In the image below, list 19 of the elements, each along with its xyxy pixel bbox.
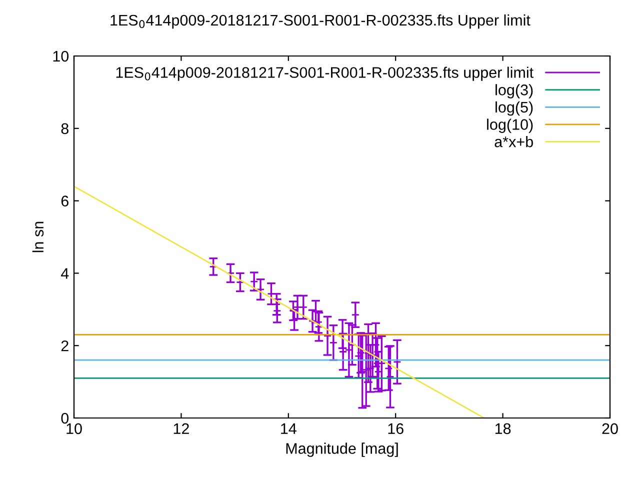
y-axis-title: ln sn [32, 222, 44, 252]
x-tick-label: 16 [388, 423, 404, 434]
y-tick-label: 10 [53, 50, 69, 62]
legend-label: 1ES$_{0}$414p009-20181217-S001-R001-R-002335.fts upper limit [116, 66, 534, 81]
y-tick-label: 6 [61, 196, 68, 206]
chart-title: 1ES$_{0}$414p009-20181217-S001-R001-R-002335.fts Upper limit [110, 14, 530, 29]
y-tick-label: 4 [60, 268, 69, 279]
legend-label: log(10) [487, 118, 533, 133]
x-tick-label: 20 [602, 423, 618, 434]
legend-label: log(5) [496, 101, 533, 116]
y-tick-label: 2 [61, 340, 68, 352]
x-tick-label: 12 [174, 423, 189, 434]
x-axis-title: Magnitude [mag] [286, 442, 398, 457]
legend-label: log(3) [496, 84, 533, 98]
y-tick-label: 8 [61, 123, 68, 134]
legend-label: a*x+b [494, 136, 533, 148]
y-tick-label: 0 [61, 412, 69, 424]
x-tick-label: 18 [495, 423, 511, 434]
x-tick-label: 14 [281, 423, 296, 434]
